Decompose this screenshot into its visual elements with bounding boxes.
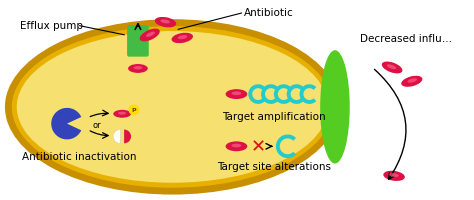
- Text: ✕: ✕: [251, 138, 266, 156]
- Ellipse shape: [113, 110, 131, 118]
- Ellipse shape: [160, 20, 170, 24]
- Ellipse shape: [383, 171, 405, 181]
- Ellipse shape: [134, 67, 142, 70]
- Text: or: or: [92, 121, 101, 129]
- Ellipse shape: [389, 173, 399, 177]
- Text: Target amplification: Target amplification: [222, 111, 326, 121]
- Text: P: P: [132, 108, 137, 113]
- Ellipse shape: [172, 34, 193, 44]
- Ellipse shape: [17, 32, 328, 183]
- Ellipse shape: [155, 18, 176, 28]
- Ellipse shape: [408, 79, 417, 83]
- Ellipse shape: [401, 76, 422, 87]
- Text: Efflux pump: Efflux pump: [20, 21, 82, 31]
- Ellipse shape: [232, 92, 241, 96]
- Ellipse shape: [232, 144, 241, 148]
- Circle shape: [128, 105, 139, 116]
- Ellipse shape: [178, 36, 187, 40]
- Ellipse shape: [382, 62, 402, 74]
- Ellipse shape: [118, 112, 126, 115]
- Wedge shape: [51, 108, 81, 140]
- FancyBboxPatch shape: [127, 26, 149, 57]
- Ellipse shape: [226, 90, 247, 100]
- Ellipse shape: [128, 65, 148, 74]
- Ellipse shape: [12, 27, 333, 188]
- Text: Antibiotic: Antibiotic: [244, 8, 294, 18]
- Text: Decreased influ…: Decreased influ…: [360, 34, 452, 44]
- Ellipse shape: [387, 65, 396, 70]
- Ellipse shape: [140, 29, 160, 42]
- Ellipse shape: [5, 20, 340, 195]
- Ellipse shape: [320, 51, 350, 164]
- Ellipse shape: [146, 32, 155, 38]
- Wedge shape: [124, 130, 131, 144]
- Ellipse shape: [226, 142, 247, 151]
- Wedge shape: [113, 130, 120, 144]
- Text: Antibiotic inactivation: Antibiotic inactivation: [22, 151, 136, 161]
- Text: Target site alterations: Target site alterations: [217, 161, 331, 171]
